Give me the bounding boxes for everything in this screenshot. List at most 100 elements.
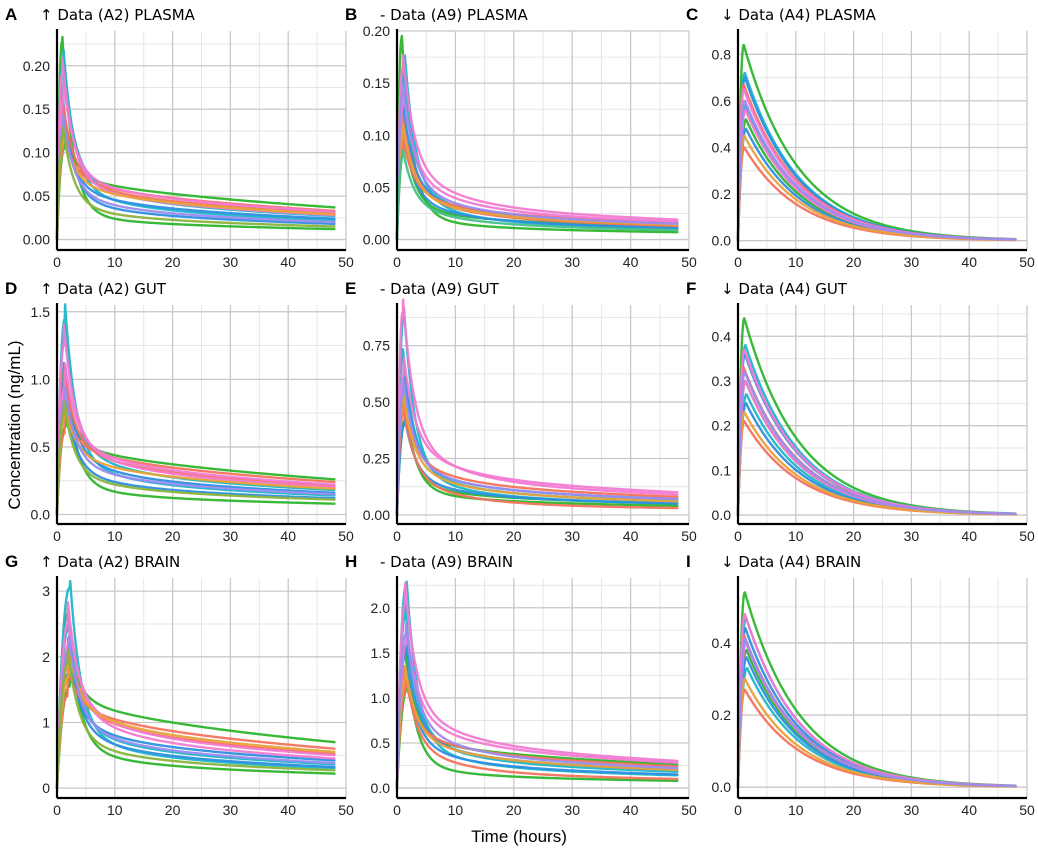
series-line-i-s2 — [736, 648, 1017, 789]
x-tick-label: 20 — [165, 528, 181, 544]
x-tick-label: 50 — [338, 528, 354, 544]
x-tick-label: 20 — [506, 802, 522, 818]
x-tick-label: 0 — [393, 254, 401, 270]
panel-title-c: ↓ Data (A4) PLASMA — [721, 6, 877, 24]
y-axis-title: Concentration (ng/mL) — [5, 340, 24, 509]
x-tick-label: 50 — [338, 254, 354, 270]
x-tick-label: 30 — [564, 528, 580, 544]
series-line-c-s12 — [736, 99, 1017, 242]
x-tick-label: 20 — [165, 802, 181, 818]
series-line-d-s3 — [55, 303, 336, 516]
y-tick-label: 0.15 — [363, 75, 390, 91]
panel-i: I ↓ Data (A4) BRAIN 0 10 20 30 40 50 0.0 0.2 0.4 — [686, 552, 1035, 818]
y-tick-label: 0.6 — [712, 93, 732, 109]
panel-letter-c: C — [686, 5, 698, 24]
series-line-g-s4 — [55, 611, 336, 790]
panel-title-f: ↓ Data (A4) GUT — [721, 280, 848, 298]
y-tick-label: 0.2 — [712, 707, 732, 723]
panel-g: G ↑ Data (A2) BRAIN 0 10 20 30 40 50 0 1 2 3 — [5, 552, 354, 818]
series-line-g-s10 — [55, 622, 336, 790]
x-axis-title: Time (hours) — [471, 827, 567, 846]
panel-title-b: - Data (A9) PLASMA — [380, 6, 529, 24]
x-tick-label: 40 — [623, 254, 639, 270]
x-tick-label: 0 — [393, 528, 401, 544]
series-line-h-s12 — [395, 622, 679, 790]
x-tick-label: 0 — [53, 528, 61, 544]
x-tick-label: 40 — [623, 802, 639, 818]
y-tick-label: 1.0 — [31, 371, 51, 387]
x-tick-label: 50 — [1019, 528, 1035, 544]
x-tick-label: 50 — [681, 528, 697, 544]
panel-title-e: - Data (A9) GUT — [380, 280, 500, 298]
x-tick-label: 10 — [788, 528, 804, 544]
x-tick-label: 10 — [448, 254, 464, 270]
x-tick-label: 30 — [904, 528, 920, 544]
x-tick-label: 20 — [846, 254, 862, 270]
panel-letter-e: E — [345, 279, 356, 298]
x-tick-label: 10 — [788, 802, 804, 818]
x-tick-label: 20 — [846, 528, 862, 544]
series-line-i-s1 — [736, 591, 1017, 789]
series-line-e-s11 — [395, 392, 679, 517]
y-tick-label: 0.00 — [363, 232, 390, 248]
x-tick-label: 50 — [338, 802, 354, 818]
panel-letter-i: I — [686, 552, 691, 571]
panel-c: C ↓ Data (A4) PLASMA 0 10 20 30 40 50 0.0 0.2 0.4 0… — [686, 5, 1035, 270]
x-tick-label: 30 — [223, 528, 239, 544]
series-line-a-s12 — [55, 114, 336, 241]
panel-letter-g: G — [5, 552, 18, 571]
series-line-g-s12 — [55, 634, 336, 790]
y-tick-label: 0.50 — [363, 394, 390, 410]
x-tick-label: 40 — [623, 528, 639, 544]
series-line-e-s7 — [395, 397, 679, 517]
x-tick-label: 0 — [53, 254, 61, 270]
x-tick-label: 10 — [448, 802, 464, 818]
x-tick-label: 40 — [961, 528, 977, 544]
x-tick-label: 0 — [53, 802, 61, 818]
panel-title-a: ↑ Data (A2) PLASMA — [40, 6, 196, 24]
x-tick-label: 50 — [681, 254, 697, 270]
series-line-b-s13 — [395, 149, 679, 241]
x-tick-label: 0 — [734, 254, 742, 270]
x-tick-label: 10 — [448, 528, 464, 544]
y-tick-label: 0.0 — [712, 233, 732, 249]
x-tick-label: 30 — [904, 254, 920, 270]
series-line-c-s1 — [736, 43, 1017, 242]
series-line-a-s10 — [55, 80, 336, 241]
x-tick-label: 10 — [107, 802, 123, 818]
panel-d: D ↑ Data (A2) GUT 0 10 20 30 40 50 0.0 0.5 1.0 1.5 — [5, 279, 354, 544]
series-line-f-s5 — [736, 352, 1017, 517]
x-tick-label: 30 — [223, 802, 239, 818]
y-tick-label: 2 — [42, 649, 50, 665]
series-line-d-s9 — [55, 323, 336, 516]
x-tick-label: 0 — [393, 802, 401, 818]
x-tick-label: 30 — [564, 802, 580, 818]
panel-letter-d: D — [5, 279, 17, 298]
series-line-d-s10 — [55, 362, 336, 516]
x-tick-label: 50 — [1019, 254, 1035, 270]
x-tick-label: 20 — [506, 254, 522, 270]
series-line-a-s13 — [55, 125, 336, 241]
x-tick-label: 50 — [1019, 802, 1035, 818]
series-line-f-s1 — [736, 317, 1017, 517]
panel-h: H - Data (A9) BRAIN 0 10 20 30 40 50 0.0 0.5 1.0 1.… — [345, 552, 697, 818]
series-line-b-s12 — [395, 82, 679, 241]
y-tick-label: 0.5 — [31, 439, 51, 455]
panel-a: A ↑ Data (A2) PLASMA 0 10 20 30 40 50 0.00 0.05 0.… — [5, 5, 354, 270]
x-tick-label: 30 — [564, 254, 580, 270]
x-tick-label: 30 — [904, 802, 920, 818]
series-line-f-s12 — [736, 370, 1017, 517]
series-line-c-s3 — [736, 71, 1017, 242]
y-tick-label: 0.05 — [23, 188, 50, 204]
y-tick-label: 0.10 — [23, 145, 50, 161]
panel-b: B - Data (A9) PLASMA 0 10 20 30 40 50 0.00 0.05 0.… — [345, 5, 697, 270]
x-tick-label: 0 — [734, 802, 742, 818]
series-line-b-s9 — [395, 53, 679, 241]
series-line-b-s11 — [395, 124, 679, 241]
x-tick-label: 50 — [681, 802, 697, 818]
y-tick-label: 0.0 — [712, 507, 732, 523]
panel-title-i: ↓ Data (A4) BRAIN — [721, 553, 861, 571]
x-tick-label: 20 — [506, 528, 522, 544]
x-tick-label: 40 — [961, 254, 977, 270]
y-tick-label: 0.75 — [363, 338, 390, 354]
